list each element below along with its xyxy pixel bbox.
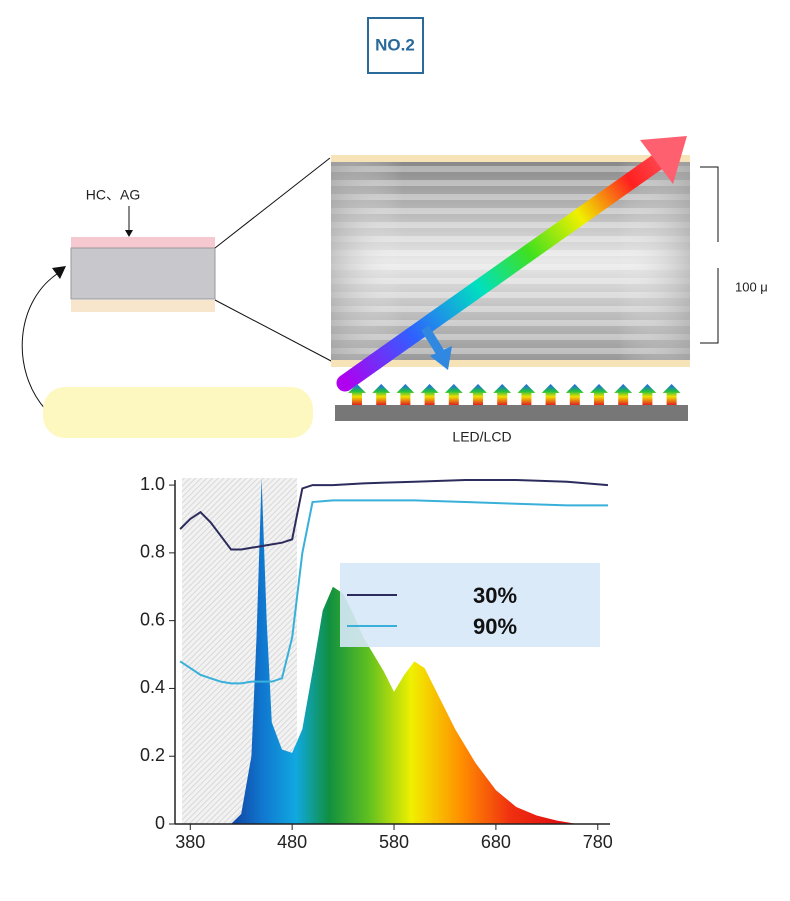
legend-label: 30% xyxy=(473,583,517,608)
series-line xyxy=(179,479,609,551)
layer-film xyxy=(70,247,216,300)
badge-frame xyxy=(367,17,424,74)
bottom-layer xyxy=(331,360,690,367)
led-arrow xyxy=(614,384,633,405)
led-arrow xyxy=(420,384,439,405)
series-line xyxy=(179,499,608,685)
y-tick-label: 0 xyxy=(155,813,165,833)
led-arrow xyxy=(348,384,366,405)
y-tick-label: 1.0 xyxy=(140,474,165,494)
led-arrow xyxy=(517,384,536,405)
x-tick-label: 680 xyxy=(481,832,511,852)
led-arrow xyxy=(469,384,487,405)
coating-label: HC、AG xyxy=(86,187,140,203)
led-arrow xyxy=(565,384,584,405)
y-tick-label: 0.4 xyxy=(140,677,165,697)
y-tick-label: 0.2 xyxy=(140,745,165,765)
source-label: LED/LCD xyxy=(452,429,511,445)
thickness-bracket xyxy=(700,166,719,344)
led-base xyxy=(335,405,688,421)
led-arrow xyxy=(444,384,463,405)
x-tick-label: 380 xyxy=(175,832,205,852)
light-arrow-head xyxy=(640,136,687,184)
zoom-line xyxy=(214,157,331,249)
layer-base xyxy=(71,300,215,312)
reflect-arrow-head xyxy=(430,346,452,370)
layer-hc xyxy=(71,237,215,248)
top-layer xyxy=(331,155,690,162)
led-arrow xyxy=(662,384,681,405)
caption-box xyxy=(43,387,313,438)
y-tick-label: 0.8 xyxy=(140,542,165,562)
curve-arrow xyxy=(21,271,61,411)
legend-label: 90% xyxy=(473,614,517,639)
reflect-arrow xyxy=(421,325,444,355)
x-tick-label: 580 xyxy=(379,832,409,852)
led-arrow xyxy=(493,384,512,405)
zoom-line xyxy=(214,299,334,363)
led-arrow xyxy=(372,384,391,405)
led-arrow xyxy=(638,384,657,405)
x-tick-label: 480 xyxy=(277,832,307,852)
pointer-head xyxy=(125,230,133,237)
led-arrow xyxy=(396,384,415,405)
spectrum-area xyxy=(231,478,578,824)
y-tick-label: 0.6 xyxy=(140,609,165,629)
thickness-label: 100 μ xyxy=(735,279,768,294)
led-arrow xyxy=(590,384,608,405)
led-row xyxy=(348,384,681,405)
x-tick-label: 780 xyxy=(583,832,613,852)
curve-arrow-head xyxy=(52,266,66,279)
led-arrow xyxy=(541,384,560,405)
film-zoom xyxy=(331,162,690,360)
light-arrow xyxy=(336,151,669,392)
badge: NO.2 xyxy=(375,35,415,54)
legend-box xyxy=(340,563,600,647)
chart: 0 0.2 0.4 0.6 0.8 1.0 380 480 580 680 780 30% 90% xyxy=(140,474,613,852)
